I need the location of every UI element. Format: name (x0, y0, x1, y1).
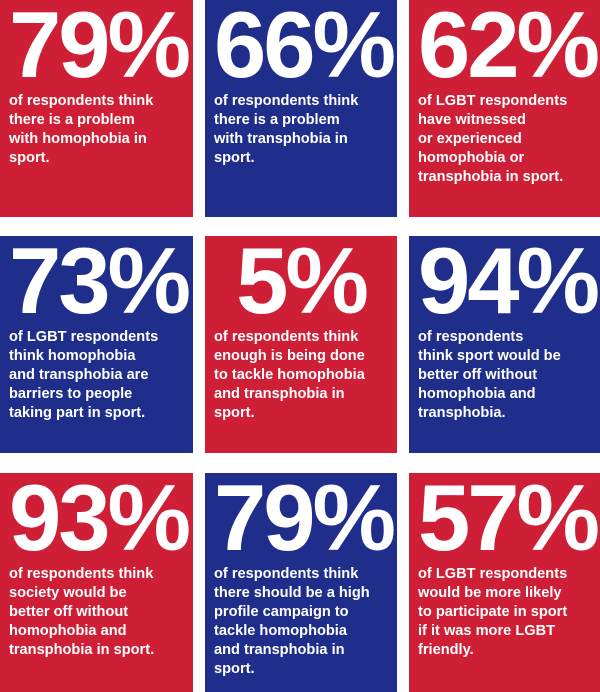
stat-line: with transphobia in (214, 131, 348, 147)
stat-line: transphobia. (418, 405, 506, 421)
stat-tile: 62% of LGBT respondents have witnessed o… (409, 0, 600, 217)
stat-line: homophobia and (9, 623, 127, 639)
stat-line: friendly. (418, 642, 474, 658)
stat-line: barriers to people (9, 386, 133, 402)
stat-line: of respondents think (214, 566, 359, 582)
stat-line: homophobia and (418, 386, 536, 402)
stat-line: better off without (9, 604, 129, 620)
stat-line: sport. (214, 661, 255, 677)
stat-line: tackle homophobia (214, 623, 347, 639)
stat-line: of respondents think (9, 566, 154, 582)
stat-tile: 94% of respondents think sport would be … (409, 228, 600, 453)
stat-line: better off without (418, 367, 538, 383)
stat-description: of respondents think there should be a h… (214, 565, 397, 679)
stat-line: and transphobia in (214, 386, 345, 402)
stat-value: 66% (214, 0, 396, 97)
stat-line: of LGBT respondents (9, 329, 159, 345)
stat-line: of LGBT respondents (418, 566, 568, 582)
stat-value: 73% (9, 228, 191, 333)
stat-line: sport. (214, 150, 255, 166)
stat-value: 93% (9, 465, 191, 570)
stat-value: 5% (236, 228, 369, 333)
stat-description: of respondents think enough is being don… (214, 328, 397, 423)
stat-value: 94% (418, 228, 600, 333)
stat-description: of respondents think there is a problem … (214, 92, 397, 168)
stat-value: 62% (418, 0, 600, 97)
stat-line: homophobia or (418, 150, 525, 166)
stat-line: think sport would be (418, 348, 561, 364)
stat-line: profile campaign to (214, 604, 349, 620)
stat-line: with homophobia in (9, 131, 147, 147)
stat-line: would be more likely (418, 585, 562, 601)
stat-line: of respondents (418, 329, 524, 345)
stat-line: and transphobia are (9, 367, 149, 383)
stat-tile: 5% of respondents think enough is being … (205, 228, 397, 453)
stat-line: taking part in sport. (9, 405, 146, 421)
stat-tile: 93% of respondents think society would b… (0, 465, 193, 692)
stat-line: to participate in sport (418, 604, 568, 620)
stat-description: of LGBT respondents have witnessed or ex… (418, 92, 600, 187)
stat-description: of LGBT respondents would be more likely… (418, 565, 600, 660)
stat-description: of respondents think there is a problem … (9, 92, 193, 168)
stat-line: and transphobia in (214, 642, 345, 658)
stat-description: of LGBT respondents think homophobia and… (9, 328, 193, 423)
stat-line: have witnessed (418, 112, 526, 128)
stat-line: enough is being done (214, 348, 365, 364)
stat-value: 57% (418, 465, 600, 570)
stat-tile: 79% of respondents think there should be… (205, 465, 397, 692)
stat-line: sport. (214, 405, 255, 421)
stat-line: there is a problem (214, 112, 340, 128)
stat-value: 79% (9, 0, 191, 97)
stat-line: transphobia in sport. (9, 642, 155, 658)
stat-tile: 79% of respondents think there is a prob… (0, 0, 193, 217)
stat-line: of respondents think (214, 329, 359, 345)
stat-line: of LGBT respondents (418, 93, 568, 109)
stat-line: of respondents think (9, 93, 154, 109)
stat-line: transphobia in sport. (418, 169, 564, 185)
stat-description: of respondents think society would be be… (9, 565, 193, 660)
stat-line: think homophobia (9, 348, 136, 364)
stat-line: of respondents think (214, 93, 359, 109)
stat-line: or experienced (418, 131, 522, 147)
stat-line: if it was more LGBT (418, 623, 556, 639)
stat-line: sport. (9, 150, 50, 166)
stat-line: there is a problem (9, 112, 135, 128)
stat-line: there should be a high (214, 585, 370, 601)
stat-line: to tackle homophobia (214, 367, 365, 383)
stat-tile: 66% of respondents think there is a prob… (205, 0, 397, 217)
stat-line: society would be (9, 585, 127, 601)
stat-description: of respondents think sport would be bett… (418, 328, 600, 423)
stat-value: 79% (214, 465, 396, 570)
stat-tile: 73% of LGBT respondents think homophobia… (0, 228, 193, 453)
stat-tile: 57% of LGBT respondents would be more li… (409, 465, 600, 692)
